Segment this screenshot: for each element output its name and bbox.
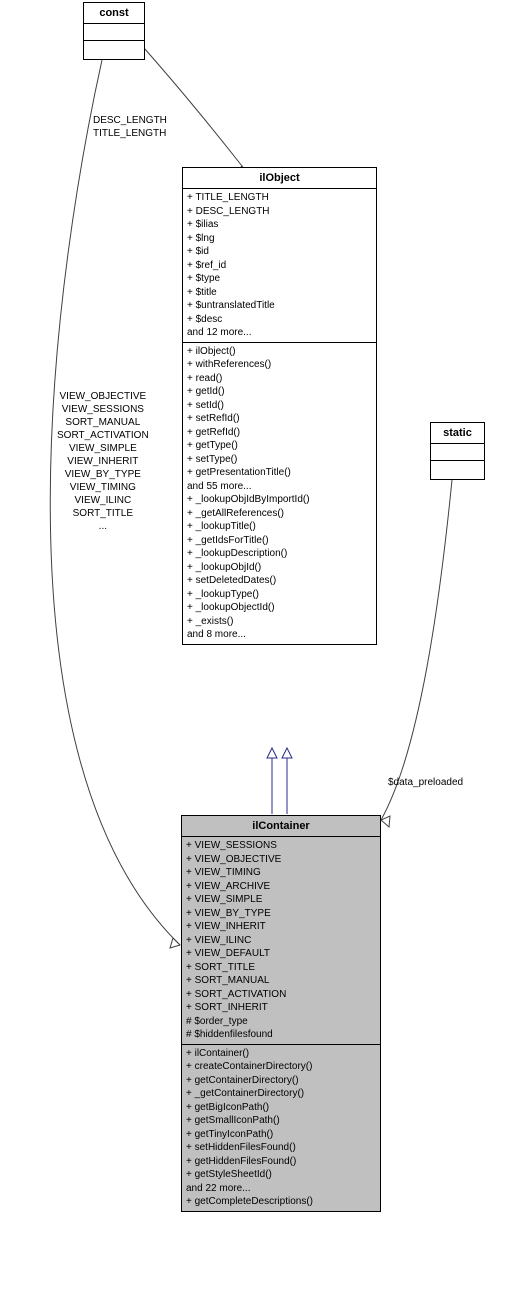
member-row: + VIEW_DEFAULT [186, 947, 376, 961]
label-const-ilcontainer: VIEW_OBJECTIVE VIEW_SESSIONS SORT_MANUAL… [57, 390, 149, 533]
member-row: + $lng [187, 232, 372, 246]
member-row: + SORT_MANUAL [186, 974, 376, 988]
member-row: + $title [187, 286, 372, 300]
edge-const-ilobject [144, 48, 242, 166]
member-row: + _lookupTitle() [187, 520, 372, 534]
node-ilcontainer-attrs: + VIEW_SESSIONS+ VIEW_OBJECTIVE+ VIEW_TI… [182, 837, 380, 1045]
member-row: + withReferences() [187, 358, 372, 372]
member-row: + ilObject() [187, 345, 372, 359]
member-row: + VIEW_ILINC [186, 934, 376, 948]
member-row: + $ilias [187, 218, 372, 232]
member-row: + _lookupDescription() [187, 547, 372, 561]
member-row: + $ref_id [187, 259, 372, 273]
member-row: and 55 more... [187, 480, 372, 494]
member-row: + SORT_TITLE [186, 961, 376, 975]
member-row: + createContainerDirectory() [186, 1060, 376, 1074]
edge-inherit-1-arrow [267, 748, 277, 758]
member-row: + VIEW_INHERIT [186, 920, 376, 934]
edge-inherit-2-arrow [282, 748, 292, 758]
member-row: + _getAllReferences() [187, 507, 372, 521]
member-row: + SORT_INHERIT [186, 1001, 376, 1015]
member-row: + getPresentationTitle() [187, 466, 372, 480]
node-ilcontainer: ilContainer + VIEW_SESSIONS+ VIEW_OBJECT… [181, 815, 381, 1212]
member-row: + setRefId() [187, 412, 372, 426]
node-ilcontainer-methods: + ilContainer()+ createContainerDirector… [182, 1045, 380, 1211]
member-row: + TITLE_LENGTH [187, 191, 372, 205]
member-row: + _exists() [187, 615, 372, 629]
member-row: + getBigIconPath() [186, 1101, 376, 1115]
member-row: + getTinyIconPath() [186, 1128, 376, 1142]
member-row: + _lookupType() [187, 588, 372, 602]
edge-const-ilcontainer-diamond [170, 938, 180, 948]
node-static-sec2 [431, 461, 484, 477]
edge-static-ilcontainer [381, 480, 452, 820]
member-row: + getRefId() [187, 426, 372, 440]
node-const-sec2 [84, 41, 144, 57]
member-row: + getType() [187, 439, 372, 453]
member-row: + DESC_LENGTH [187, 205, 372, 219]
member-row: + getStyleSheetId() [186, 1168, 376, 1182]
member-row: + $desc [187, 313, 372, 327]
member-row: + setId() [187, 399, 372, 413]
node-const-sec1 [84, 24, 144, 41]
member-row: + getHiddenFilesFound() [186, 1155, 376, 1169]
member-row: + getCompleteDescriptions() [186, 1195, 376, 1209]
node-ilcontainer-title: ilContainer [182, 816, 380, 837]
member-row: + setDeletedDates() [187, 574, 372, 588]
node-const-title: const [84, 3, 144, 24]
label-static-ilcontainer: $data_preloaded [388, 776, 463, 789]
node-ilobject-methods: + ilObject()+ withReferences()+ read()+ … [183, 343, 376, 644]
member-row: + VIEW_BY_TYPE [186, 907, 376, 921]
member-row: + getSmallIconPath() [186, 1114, 376, 1128]
member-row: + _lookupObjectId() [187, 601, 372, 615]
node-ilobject-attrs: + TITLE_LENGTH+ DESC_LENGTH+ $ilias+ $ln… [183, 189, 376, 343]
member-row: + _getIdsForTitle() [187, 534, 372, 548]
node-static-sec1 [431, 444, 484, 461]
member-row: + VIEW_SIMPLE [186, 893, 376, 907]
member-row: + VIEW_TIMING [186, 866, 376, 880]
member-row: + VIEW_OBJECTIVE [186, 853, 376, 867]
label-const-ilobject: DESC_LENGTH TITLE_LENGTH [93, 114, 167, 140]
member-row: + getId() [187, 385, 372, 399]
node-static-title: static [431, 423, 484, 444]
member-row: and 22 more... [186, 1182, 376, 1196]
member-row: + VIEW_ARCHIVE [186, 880, 376, 894]
node-ilobject-title: ilObject [183, 168, 376, 189]
member-row: + ilContainer() [186, 1047, 376, 1061]
member-row: + _lookupObjId() [187, 561, 372, 575]
member-row: + $untranslatedTitle [187, 299, 372, 313]
member-row: # $order_type [186, 1015, 376, 1029]
member-row: + setHiddenFilesFound() [186, 1141, 376, 1155]
member-row: + $id [187, 245, 372, 259]
member-row: + setType() [187, 453, 372, 467]
node-ilobject: ilObject + TITLE_LENGTH+ DESC_LENGTH+ $i… [182, 167, 377, 645]
member-row: + SORT_ACTIVATION [186, 988, 376, 1002]
member-row: + $type [187, 272, 372, 286]
member-row: + _lookupObjIdByImportId() [187, 493, 372, 507]
member-row: + VIEW_SESSIONS [186, 839, 376, 853]
member-row: and 8 more... [187, 628, 372, 642]
node-const: const [83, 2, 145, 60]
member-row: + read() [187, 372, 372, 386]
node-static: static [430, 422, 485, 480]
member-row: + getContainerDirectory() [186, 1074, 376, 1088]
member-row: and 12 more... [187, 326, 372, 340]
member-row: # $hiddenfilesfound [186, 1028, 376, 1042]
member-row: + _getContainerDirectory() [186, 1087, 376, 1101]
